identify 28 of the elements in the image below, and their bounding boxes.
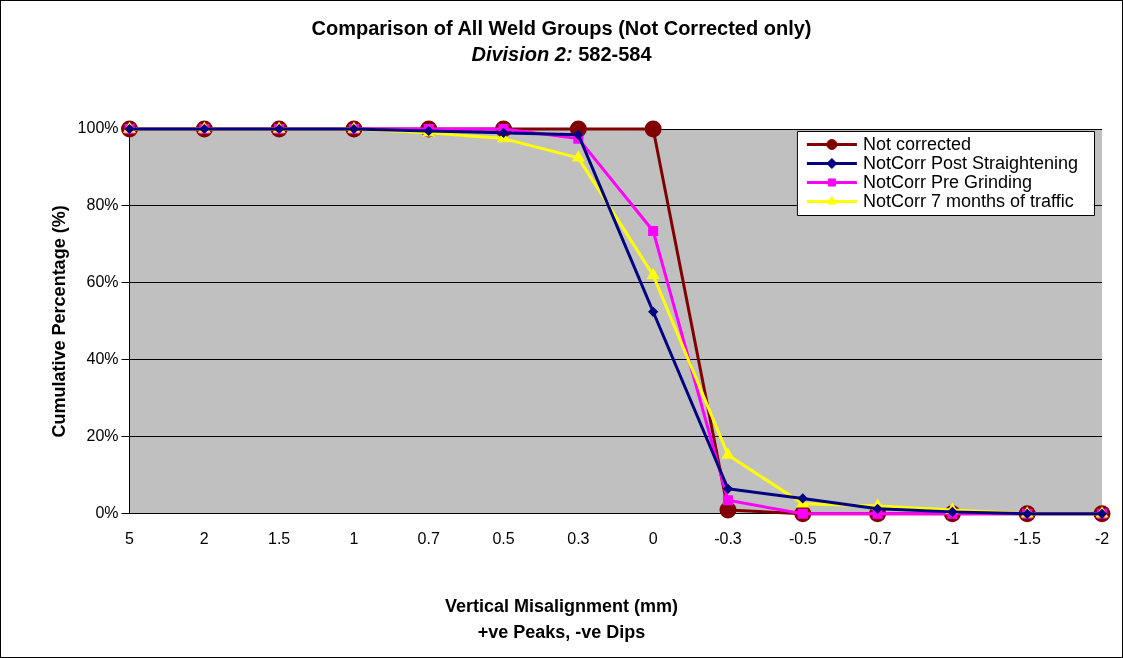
x-tick-label: 5 xyxy=(125,529,135,547)
y-tick-label: 80% xyxy=(86,196,119,214)
y-tick-label: 20% xyxy=(86,427,119,445)
legend-label: Not corrected xyxy=(862,134,971,155)
y-tick-label: 40% xyxy=(86,350,119,368)
x-tick-label: 1.5 xyxy=(268,529,291,547)
x-tick-label: -0.5 xyxy=(788,529,817,547)
x-tick-label: -1 xyxy=(945,529,960,547)
x-tick-label: -0.7 xyxy=(863,529,892,547)
x-tick-label: 2 xyxy=(199,529,209,547)
y-tick-label: 60% xyxy=(86,273,119,291)
y-tick-label: 100% xyxy=(77,119,119,137)
legend-label: NotCorr 7 months of traffic xyxy=(862,191,1074,212)
x-tick-label: 0.3 xyxy=(567,529,590,547)
chart-subtitle: Division 2: 582-584 xyxy=(471,43,652,65)
chart-title: Comparison of All Weld Groups (Not Corrected only) xyxy=(310,16,813,41)
legend-label: NotCorr Pre Grinding xyxy=(862,172,1032,193)
x-tick-label: 0 xyxy=(648,529,658,547)
x-tick-label: 0.7 xyxy=(417,529,440,547)
y-axis-title: Cumulative Percentage (%) xyxy=(48,205,69,438)
y-tick-label: 0% xyxy=(95,504,119,522)
x-tick-label: -2 xyxy=(1094,529,1110,547)
x-tick-label: 0.5 xyxy=(492,529,515,547)
x-tick-label: 1 xyxy=(349,529,359,547)
legend-label: NotCorr Post Straightening xyxy=(862,153,1079,174)
x-tick-label: -0.3 xyxy=(714,529,742,547)
x-tick-label: -1.5 xyxy=(1013,529,1042,547)
x-axis-title: Vertical Misalignment (mm) +ve Peaks, -ve Dips xyxy=(443,595,680,644)
